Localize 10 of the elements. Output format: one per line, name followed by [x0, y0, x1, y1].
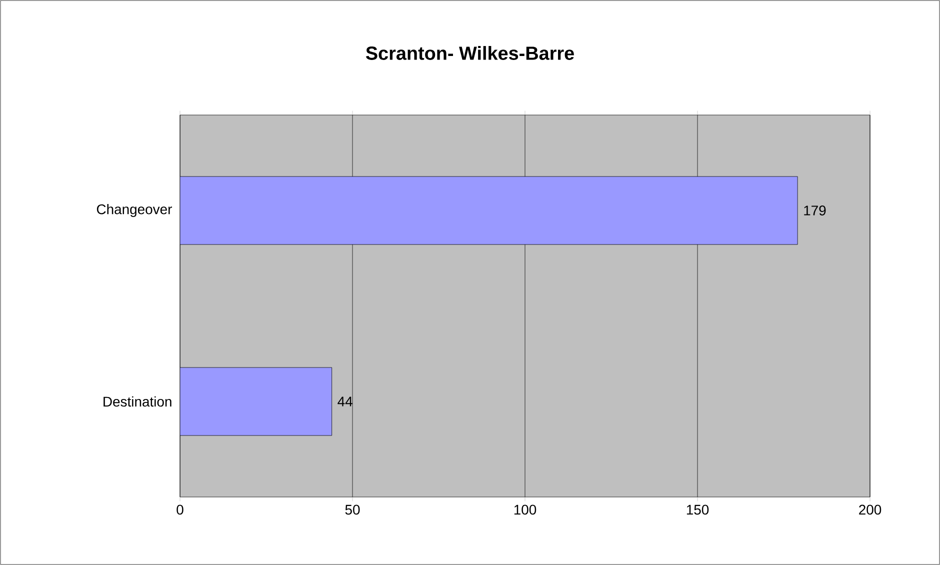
y-tick-label: Destination — [104, 396, 172, 407]
x-tick-label: 0 — [176, 504, 184, 515]
data-label: 44 — [338, 396, 352, 406]
chart-title: Scranton- Wilkes-Barre — [366, 46, 574, 60]
x-tick-label: 200 — [859, 504, 882, 515]
y-tick-label: Changeover — [96, 204, 172, 217]
x-tick-label: 50 — [345, 504, 360, 515]
x-tick-label: 100 — [514, 504, 536, 515]
data-label: 179 — [804, 206, 826, 216]
x-tick-label: 150 — [686, 504, 709, 515]
